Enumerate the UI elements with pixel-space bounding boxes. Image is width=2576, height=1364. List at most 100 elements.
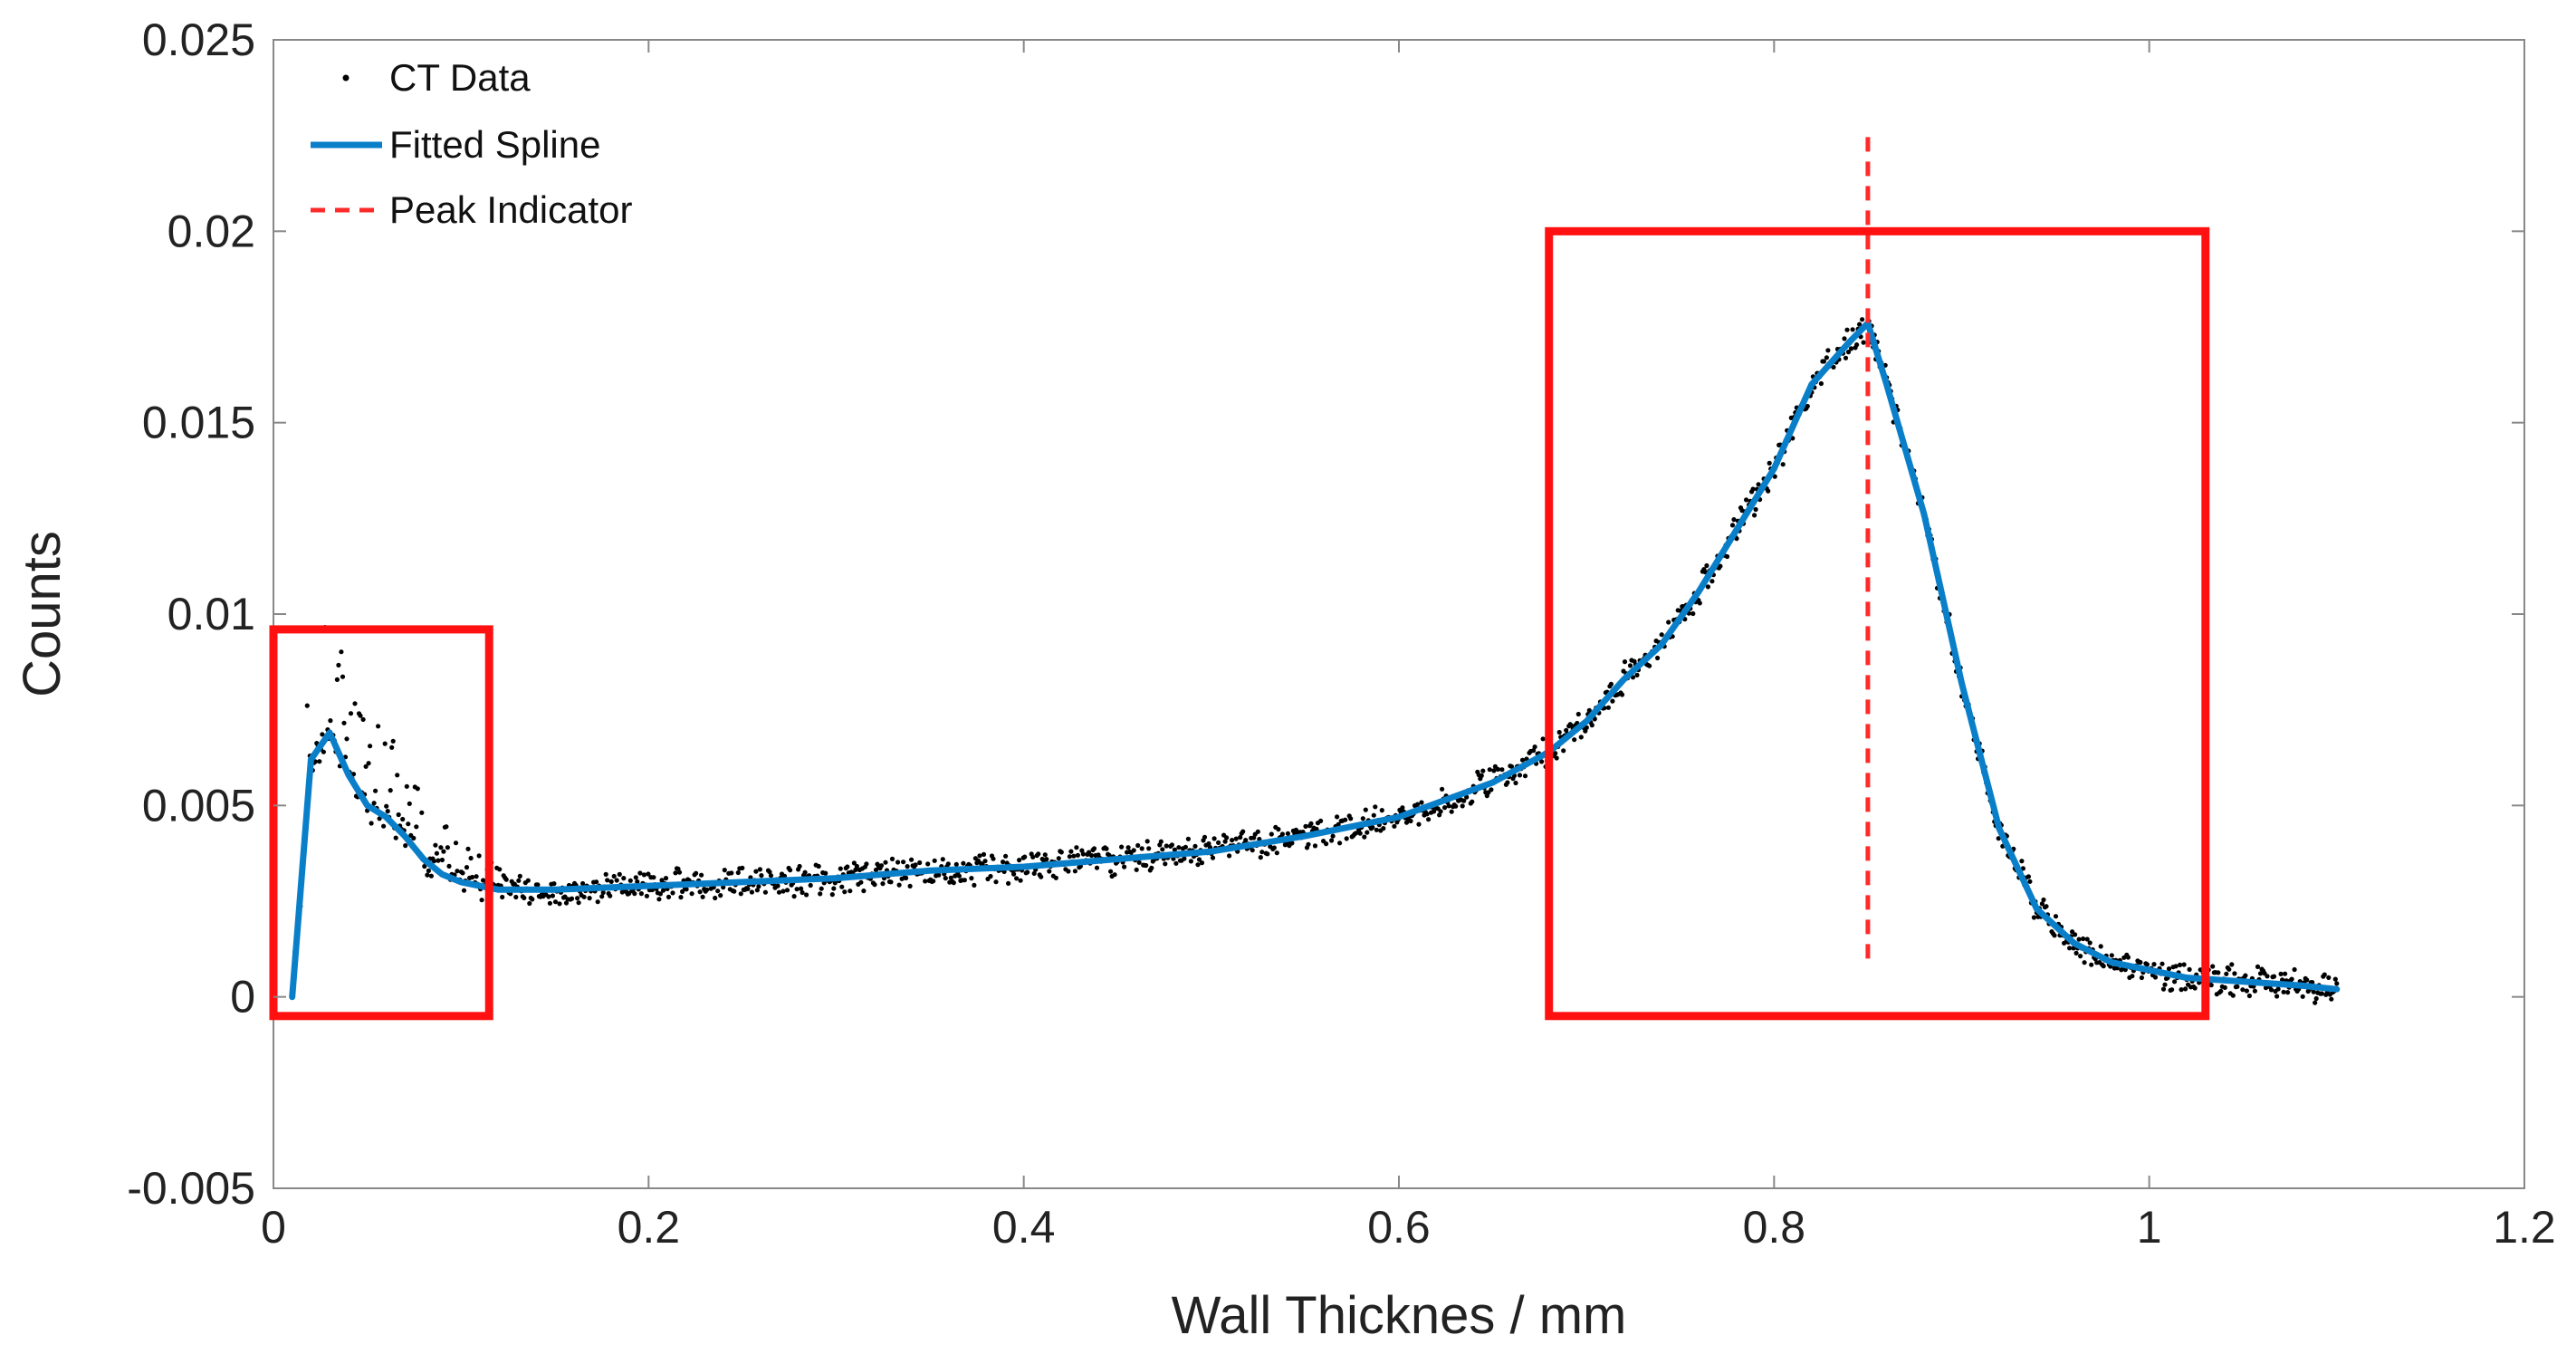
ct-data-point [1091,846,1097,851]
legend: CT Data Fitted Spline Peak Indicator [311,56,633,231]
ct-data-point [407,801,412,807]
ct-data-point [794,887,800,892]
ct-data-point [1259,850,1265,855]
ct-data-point [1438,809,1443,814]
ct-data-point [1553,751,1558,756]
ct-data-point [627,878,633,883]
ct-data-point [1030,854,1036,860]
ct-data-point [1744,497,1749,503]
ct-data-point [546,894,551,899]
ct-data-point [1586,707,1592,714]
ct-data-point [1491,768,1497,773]
ct-data-point [704,887,710,892]
ct-data-point [1480,768,1486,773]
ct-data-point [1169,842,1174,848]
ct-data-point [2334,981,2340,986]
ct-data-point [2139,975,2144,981]
ct-data-point [1343,817,1348,822]
ct-data-point [670,890,675,896]
ct-data-point [2073,932,2078,937]
ct-data-point [1539,759,1545,764]
ct-data-point [464,865,470,870]
ct-data-point [1619,692,1625,697]
ct-data-point [932,858,937,863]
ct-data-point [1067,854,1072,860]
ct-data-point [557,901,562,907]
ct-data-point [1627,663,1633,668]
ct-data-point [1306,841,1311,847]
ct-data-point [861,889,867,894]
ct-data-point [465,846,471,851]
ct-data-point [1610,698,1615,704]
ct-data-point [2235,984,2240,989]
ct-data-point [896,882,902,888]
ct-data-point [729,870,734,876]
ct-data-point [517,873,522,879]
ct-data-point [889,856,895,862]
ct-data-point [2208,983,2214,988]
ct-data-point [948,875,953,880]
ct-data-point [441,849,446,854]
ct-data-point [479,898,484,903]
ct-data-point [788,868,793,873]
ct-data-point [377,816,382,821]
ct-data-point [1056,856,1061,861]
ct-data-point [1285,831,1290,837]
ct-data-point [468,855,474,861]
ct-data-point [2025,874,2031,879]
ct-data-point [522,895,527,901]
ct-data-point [2218,988,2224,994]
ct-data-point [953,873,958,879]
ct-data-point [2226,966,2232,972]
ct-data-point [419,810,425,815]
ct-data-point [436,858,441,863]
ct-data-point [2098,944,2103,949]
ct-data-point [1578,735,1584,740]
ct-data-point [905,864,910,869]
ct-data-point [823,870,828,876]
ct-data-point [1373,804,1378,810]
ct-data-point [393,835,398,840]
ct-data-point [2179,987,2184,993]
ct-data-point [1238,834,1243,840]
ct-data-point [1357,831,1363,836]
ct-data-point [1505,780,1510,785]
ct-data-point [599,894,605,899]
ct-data-point [657,891,664,897]
ct-data-point [1697,600,1702,606]
ct-data-point [580,880,586,887]
ct-data-point [403,843,408,849]
ct-data-point [1499,767,1505,773]
ct-data-point [605,878,610,883]
ct-data-point [1018,878,1023,883]
ct-data-point [1848,346,1854,351]
ct-data-point [802,869,808,875]
ct-data-point [951,880,956,886]
ct-data-point [2089,962,2094,967]
ct-data-point [1006,880,1011,887]
ct-data-point [1318,818,1324,824]
ct-data-point [1860,317,1865,322]
ct-data-point [2292,966,2297,973]
ct-data-point [425,872,430,878]
ct-data-point [2326,975,2332,980]
ct-data-point [1196,857,1202,862]
ct-data-point [1767,460,1772,466]
ct-data-point [1243,838,1249,843]
ct-data-point [962,878,967,883]
ct-data-point [1362,834,1367,840]
ct-data-point [384,803,389,809]
ct-data-point [382,741,388,746]
y-tick-label: 0 [230,972,255,1023]
ct-data-point [993,879,999,885]
ct-data-point [633,875,638,880]
ct-data-point [1424,812,1430,817]
ct-data-point [455,869,460,874]
ct-data-point [2159,961,2165,966]
ct-data-point [2144,962,2150,967]
x-tick-label: 0.8 [1743,1202,1806,1253]
ct-data-point [2101,964,2106,969]
ct-data-point [336,662,341,668]
ct-data-point [776,889,782,895]
ct-data-point [460,870,465,876]
